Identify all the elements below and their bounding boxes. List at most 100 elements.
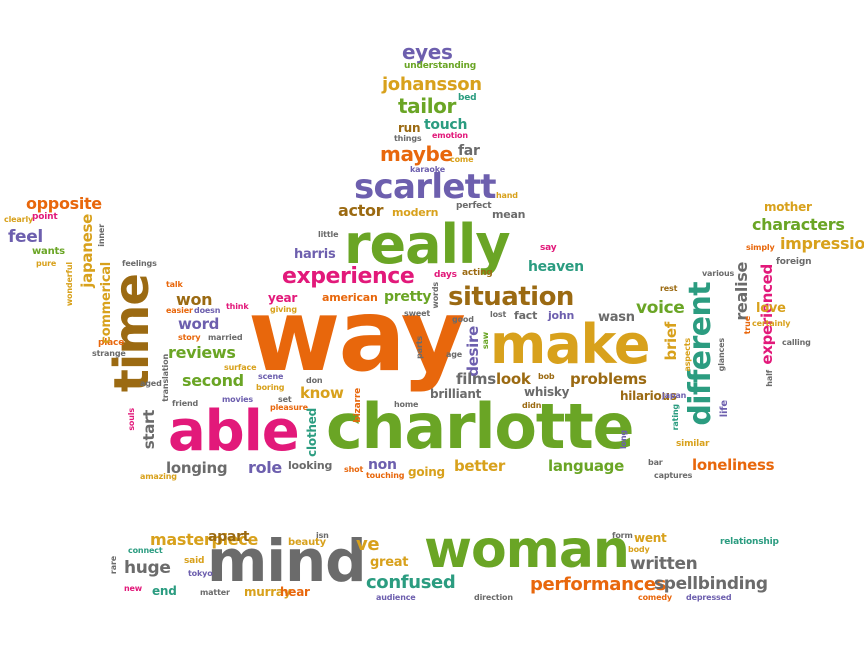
- word-shot: shot: [344, 465, 364, 474]
- word-reviews: reviews: [168, 343, 236, 362]
- word-clothed: clothed: [305, 408, 319, 457]
- word-voice: wasn: [598, 310, 635, 325]
- word-bob: look: [496, 370, 531, 388]
- word-spellbinding: written: [630, 554, 698, 574]
- word-set: set: [278, 395, 292, 404]
- word-touching: touching: [366, 471, 405, 480]
- word-looking: looking: [288, 459, 333, 472]
- word-way: way: [248, 277, 466, 394]
- word-glances: life: [719, 400, 730, 418]
- word-impression: characters: [752, 215, 845, 234]
- word-wants: feel: [8, 227, 43, 247]
- word-relationship: went: [634, 531, 667, 545]
- word-heaven: heaven: [528, 259, 584, 275]
- word-direction: performances: [530, 574, 667, 595]
- word-body: relationship: [720, 537, 779, 547]
- word-realise: various: [702, 269, 735, 278]
- word-little: little: [318, 230, 339, 239]
- word-opposite: translation: [161, 354, 170, 402]
- word-second: second: [182, 371, 244, 390]
- word-fact: lost: [490, 310, 507, 319]
- word-things: things: [394, 134, 422, 143]
- word-age: good: [452, 315, 474, 324]
- word-similar: long: [619, 430, 628, 450]
- word-true: love: [756, 301, 786, 316]
- word-home: home: [394, 400, 419, 409]
- word-actor: actor: [338, 201, 384, 220]
- word-movies: movies: [222, 395, 254, 404]
- word-able: able: [168, 399, 300, 464]
- word-charlotte: charlotte: [326, 390, 635, 463]
- word-emotion: emotion: [432, 131, 468, 140]
- word-brief: rest: [660, 284, 678, 293]
- word-know: know: [300, 384, 344, 402]
- word-modern: modern: [392, 206, 439, 219]
- word-bizarre: bizarre: [353, 388, 363, 423]
- word-desire: john: [548, 309, 575, 322]
- word-words: parts: [415, 336, 424, 359]
- word-say: say: [540, 243, 557, 253]
- word-don: don: [306, 376, 323, 385]
- word-pretty: pretty: [384, 289, 432, 305]
- word-really: really: [344, 213, 511, 276]
- word-point: opposite: [26, 194, 102, 213]
- word-mean: mean: [492, 208, 526, 221]
- word-certainly: true: [743, 316, 752, 335]
- word-giving: giving: [270, 305, 297, 314]
- word-boring: boring: [256, 383, 285, 392]
- word-form: direction: [474, 593, 513, 602]
- word-translation: souls: [127, 408, 136, 431]
- word-long: rating: [671, 404, 680, 431]
- word-rest: voice: [636, 298, 685, 318]
- word-confused: audience: [376, 593, 416, 602]
- word-feel: clearly: [4, 215, 34, 224]
- word-language: better: [454, 457, 506, 475]
- word-word: word: [178, 315, 220, 333]
- word-talk: talk: [166, 280, 183, 289]
- word-audience: hear: [280, 585, 310, 599]
- word-understanding: understanding: [404, 61, 476, 71]
- word-whisky: bob: [538, 372, 555, 381]
- word-maybe: maybe: [380, 142, 453, 166]
- word-rating: brief: [662, 322, 680, 361]
- word-surface: surface: [224, 363, 257, 372]
- word-run: run: [398, 121, 421, 135]
- word-start: amazing: [140, 472, 177, 481]
- word-experienced: realise: [732, 262, 751, 321]
- word-scene: scene: [258, 372, 284, 381]
- word-end: new: [124, 584, 143, 593]
- word-look: films: [456, 370, 496, 388]
- word-mind: mind: [207, 527, 367, 595]
- word-isn: beauty: [288, 537, 326, 548]
- word-doesn: doesn: [194, 306, 221, 315]
- word-experience: experience: [282, 264, 415, 289]
- word-pleasure: pleasure: [270, 403, 308, 412]
- word-foreign: simply: [746, 243, 775, 252]
- word-year: year: [268, 291, 298, 305]
- word-story: story: [178, 333, 201, 342]
- word-johansson: johansson: [382, 74, 482, 95]
- word-parts: feelings: [122, 259, 157, 268]
- word-went: form: [612, 531, 633, 540]
- word-amazing: longing: [166, 459, 228, 477]
- word-strange: strange: [92, 349, 126, 358]
- word-won: won: [176, 290, 213, 309]
- word-place: place: [98, 338, 125, 348]
- word-souls: start: [140, 410, 158, 450]
- word-life: loneliness: [692, 456, 775, 474]
- word-acting: acting: [462, 268, 493, 278]
- word-far: far: [458, 143, 480, 159]
- word-new: rare: [109, 556, 118, 575]
- word-comedy: spellbinding: [654, 574, 768, 594]
- word-eyes: eyes: [402, 40, 453, 64]
- word-tailor: tailor: [398, 94, 456, 118]
- word-come: come: [450, 155, 474, 164]
- word-easier: easier: [166, 306, 193, 315]
- word-masterpiece: foreign: [776, 257, 812, 267]
- word-feelings: wonderful: [65, 262, 74, 307]
- word-clearly: point: [32, 212, 58, 222]
- word-ve: isn: [316, 531, 329, 540]
- word-japanese: inner: [97, 224, 106, 247]
- word-said: connect: [128, 546, 163, 555]
- word-wasn: japan: [662, 391, 687, 400]
